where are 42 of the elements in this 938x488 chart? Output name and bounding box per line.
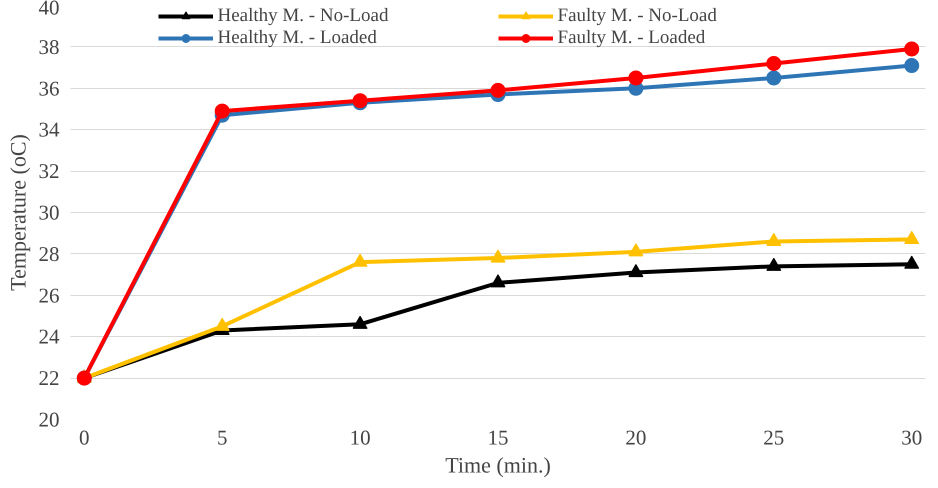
x-tick-label: 10	[350, 426, 371, 450]
y-tick-label: 30	[38, 200, 60, 224]
x-tick-label: 25	[763, 426, 784, 450]
x-tick-label: 30	[901, 426, 922, 450]
point	[766, 232, 782, 246]
y-tick-label: 20	[38, 408, 60, 432]
point	[628, 243, 644, 256]
x-axis-title: Time (min.)	[445, 452, 551, 478]
point	[628, 70, 644, 86]
y-tick-label: 34	[38, 118, 60, 142]
legend-label: Healthy M. - Loaded	[218, 27, 378, 49]
x-tick-label: 20	[625, 426, 646, 450]
point	[490, 249, 506, 263]
y-tick-label: 26	[38, 283, 60, 308]
legend-label: Faulty M. - No-Load	[558, 5, 718, 27]
point	[904, 256, 920, 269]
y-tick-label: 36	[38, 76, 60, 100]
point	[766, 258, 782, 271]
y-tick-label: 22	[38, 366, 60, 390]
point	[904, 41, 920, 56]
point	[766, 56, 782, 71]
point	[352, 316, 368, 329]
y-tick-label: 38	[38, 34, 60, 59]
point	[904, 58, 920, 74]
y-tick-label: 24	[38, 324, 60, 349]
point	[490, 274, 506, 288]
x-tick-label: 0	[79, 426, 90, 450]
point	[490, 82, 506, 98]
legend-label: Faulty M. - Loaded	[558, 27, 706, 49]
y-tick-label: 32	[38, 159, 60, 184]
legend-label: Healthy M. - No-Load	[218, 5, 390, 27]
y-tick-label: 40	[38, 0, 60, 20]
y-tick-label: 28	[38, 242, 60, 266]
point	[214, 104, 230, 119]
point	[904, 230, 920, 244]
y-axis-title: Temperature (oC)	[6, 134, 30, 291]
point	[214, 318, 230, 331]
x-tick-label: 15	[488, 426, 508, 450]
point	[766, 70, 782, 86]
point	[628, 264, 644, 278]
x-tick-label: 5	[216, 426, 228, 450]
point	[352, 254, 368, 267]
